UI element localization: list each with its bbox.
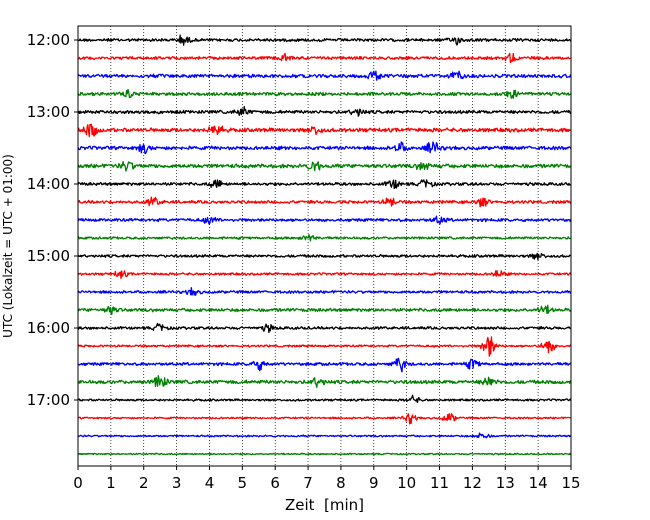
x-tick-label: 0 bbox=[73, 474, 83, 492]
trace-1345 bbox=[77, 160, 572, 172]
trace-1215 bbox=[77, 52, 572, 64]
y-tick-label: 16:00 bbox=[27, 319, 70, 337]
x-tick-label: 7 bbox=[303, 474, 313, 492]
trace-1715 bbox=[77, 413, 572, 425]
x-tick-label: 15 bbox=[561, 474, 580, 492]
x-tick-label: 14 bbox=[529, 474, 548, 492]
grid-lines bbox=[110, 26, 539, 466]
trace-1415 bbox=[77, 196, 572, 208]
trace-1400 bbox=[77, 179, 572, 190]
trace-1445 bbox=[77, 233, 572, 242]
x-tick-label: 13 bbox=[496, 474, 515, 492]
y-axis-label: UTC (Lokalzeit = UTC + 01:00) bbox=[1, 154, 15, 338]
y-tick-label: 14:00 bbox=[27, 175, 70, 193]
trace-1745 bbox=[77, 452, 572, 456]
trace-1500 bbox=[77, 252, 572, 261]
trace-1645 bbox=[77, 375, 572, 388]
trace-1515 bbox=[77, 270, 572, 280]
x-tick-label: 12 bbox=[463, 474, 482, 492]
y-axis-ticks: 12:00 13:00 14:00 15:00 16:00 17:00 bbox=[27, 31, 78, 409]
x-tick-label: 3 bbox=[172, 474, 182, 492]
x-tick-label: 6 bbox=[270, 474, 280, 492]
x-axis-ticks: 0 1 2 3 4 5 6 7 8 9 10 11 12 13 14 15 bbox=[73, 466, 581, 492]
trace-1300 bbox=[77, 106, 572, 117]
trace-1430 bbox=[77, 215, 572, 225]
trace-1545 bbox=[77, 304, 572, 315]
y-tick-label: 17:00 bbox=[27, 391, 70, 409]
trace-1245 bbox=[77, 88, 572, 99]
x-tick-label: 4 bbox=[205, 474, 215, 492]
seismic-traces bbox=[77, 34, 572, 456]
y-tick-label: 12:00 bbox=[27, 31, 70, 49]
trace-1230 bbox=[77, 70, 572, 81]
x-axis-label: Zeit [min] bbox=[285, 496, 364, 514]
trace-1330 bbox=[77, 141, 572, 155]
x-tick-label: 11 bbox=[430, 474, 449, 492]
x-tick-label: 1 bbox=[106, 474, 116, 492]
trace-1730 bbox=[77, 432, 572, 439]
x-tick-label: 10 bbox=[397, 474, 416, 492]
trace-1315 bbox=[77, 123, 572, 138]
trace-1600 bbox=[77, 322, 572, 334]
trace-1530 bbox=[77, 287, 572, 296]
trace-1200 bbox=[77, 34, 572, 46]
plot-frame bbox=[77, 25, 572, 467]
y-tick-label: 13:00 bbox=[27, 103, 70, 121]
x-tick-label: 8 bbox=[336, 474, 346, 492]
trace-1700 bbox=[77, 394, 572, 404]
trace-1615 bbox=[77, 336, 572, 357]
y-tick-label: 15:00 bbox=[27, 247, 70, 265]
x-tick-label: 5 bbox=[238, 474, 248, 492]
x-tick-label: 2 bbox=[139, 474, 149, 492]
x-tick-label: 9 bbox=[369, 474, 379, 492]
trace-1630 bbox=[77, 357, 572, 373]
